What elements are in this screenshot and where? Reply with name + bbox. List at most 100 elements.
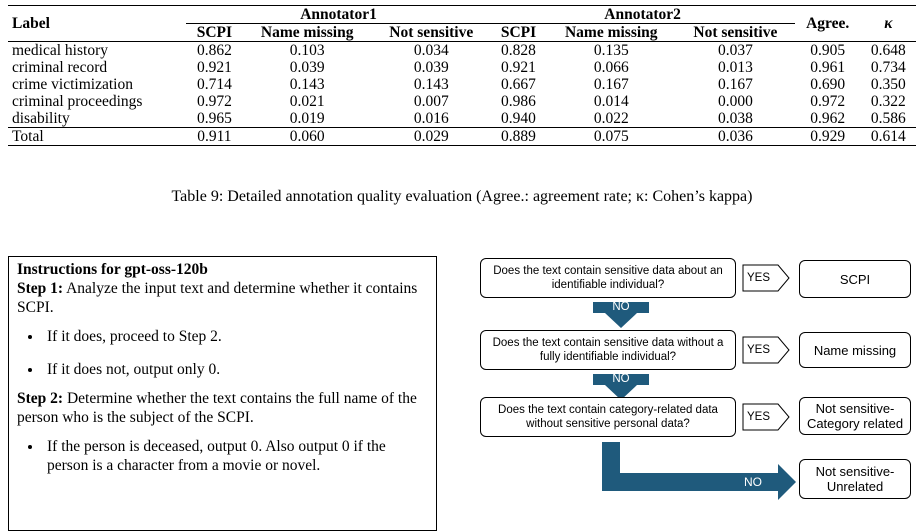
cell: 0.667 (501, 76, 536, 93)
cell: 0.972 (196, 93, 232, 110)
subcol-header: SCPI (186, 23, 243, 42)
col-header-agree: Agree. (794, 5, 861, 42)
subcol-header: Not sensitive (372, 23, 491, 42)
classification-flowchart: Does the text contain sensitive data abo… (480, 258, 924, 521)
cell: 0.167 (717, 76, 753, 93)
cell: 0.905 (810, 42, 846, 59)
annotation-quality-table: Label Annotator1 Annotator2 Agree. κ SCP… (8, 5, 916, 146)
question-box-3: Does the text contain category-related d… (480, 397, 736, 437)
result-box-name-missing: Name missing (799, 332, 911, 368)
row-label: criminal proceedings (12, 93, 143, 110)
cell: 0.586 (870, 110, 906, 127)
cell: 0.648 (870, 42, 906, 59)
list-item: If it does not, output only 0. (43, 360, 428, 379)
cell: 0.167 (593, 76, 629, 93)
cell: 0.039 (289, 59, 325, 76)
table-row-total: Total 0.911 0.060 0.029 0.889 0.075 0.03… (8, 127, 916, 146)
step1-paragraph: Step 1: Analyze the input text and deter… (17, 279, 428, 317)
step2-text: Determine whether the text contains the … (17, 390, 417, 426)
cell: 0.013 (717, 59, 753, 76)
row-label: medical history (12, 42, 108, 59)
cell: 0.690 (810, 76, 846, 93)
yes-arrow-shape (742, 264, 790, 292)
row-label: crime victimization (12, 76, 133, 93)
yes-arrow-shape (742, 336, 790, 364)
cell: 0.016 (413, 110, 449, 127)
cell: 0.037 (717, 42, 753, 59)
subcol-header: SCPI (490, 23, 547, 42)
cell: 0.000 (717, 93, 753, 110)
col-group-annotator2: Annotator2 (490, 5, 795, 24)
table-row: medical history 0.862 0.103 0.034 0.828 0.135… (8, 42, 916, 60)
cell: 0.034 (413, 42, 449, 59)
cell: 0.965 (196, 110, 232, 127)
cell: 0.038 (717, 110, 753, 127)
col-group-annotator1: Annotator1 (186, 5, 491, 24)
cell: 0.961 (810, 59, 846, 76)
yes-arrow-3: YES (742, 403, 790, 431)
col-header-kappa: κ (860, 5, 916, 42)
no-label: NO (612, 373, 630, 385)
no-arrow-shape (593, 374, 649, 400)
yes-arrow-1: YES (742, 264, 790, 292)
row-label: criminal record (12, 59, 108, 76)
no-label: NO (744, 475, 762, 489)
cell: 0.734 (870, 59, 906, 76)
result-box-unrelated: Not sensitive- Unrelated (799, 459, 911, 499)
instructions-title: Instructions for gpt-oss-120b (17, 261, 208, 278)
step1-text: Analyze the input text and determine whe… (17, 280, 418, 316)
no-arrow-2: NO (591, 372, 651, 402)
table-caption: Table 9: Detailed annotation quality eva… (171, 188, 753, 205)
yes-arrow-shape (742, 403, 790, 431)
step2-paragraph: Step 2: Determine whether the text conta… (17, 389, 428, 427)
cell: 0.972 (810, 93, 846, 110)
subcol-header: Name missing (242, 23, 372, 42)
subcol-header: Name missing (546, 23, 677, 42)
table-row: criminal proceedings 0.972 0.021 0.007 0.986… (8, 93, 916, 110)
cell: 0.060 (242, 127, 372, 146)
result-box-category-related: Not sensitive- Category related (799, 397, 911, 435)
yes-label: YES (747, 411, 771, 423)
cell: 0.029 (372, 127, 491, 146)
cell: 0.921 (196, 59, 232, 76)
cell: 0.066 (593, 59, 629, 76)
list-item: If it does, proceed to Step 2. (43, 327, 428, 346)
cell: 0.929 (794, 127, 861, 146)
step2-label: Step 2: (17, 390, 64, 407)
list-item: If the person is deceased, output 0. Als… (43, 437, 428, 475)
table-row: criminal record 0.921 0.039 0.039 0.921 0.066… (8, 59, 916, 76)
cell: 0.007 (413, 93, 449, 110)
no-label: NO (612, 301, 630, 313)
yes-label: YES (747, 344, 771, 356)
no-arrow-1: NO (591, 300, 651, 330)
cell: 0.921 (501, 59, 536, 76)
cell: 0.103 (289, 42, 325, 59)
cell: 0.135 (593, 42, 629, 59)
bent-arrow-shape (602, 442, 796, 500)
no-arrow-3-bent: NO (602, 442, 802, 500)
annotation-table-section: Label Annotator1 Annotator2 Agree. κ SCP… (8, 5, 916, 146)
table-header-row-1: Label Annotator1 Annotator2 Agree. κ (8, 5, 916, 42)
col-header-label: Label (8, 5, 187, 42)
cell: 0.714 (196, 76, 232, 93)
cell: 0.911 (186, 127, 243, 146)
cell: 0.075 (546, 127, 677, 146)
cell: 0.036 (676, 127, 795, 146)
instructions-box: Instructions for gpt-oss-120b Step 1: An… (8, 256, 437, 531)
cell: 0.962 (810, 110, 846, 127)
question-box-1: Does the text contain sensitive data abo… (480, 258, 736, 298)
table-row: disability 0.965 0.019 0.016 0.940 0.022 0.038… (8, 110, 916, 128)
step1-list: If it does, proceed to Step 2. If it doe… (17, 327, 428, 379)
cell: 0.014 (593, 93, 629, 110)
yes-label: YES (747, 272, 771, 284)
cell: 0.143 (289, 76, 325, 93)
row-label: disability (12, 110, 70, 127)
subcol-header: Not sensitive (676, 23, 795, 42)
no-arrow-shape (593, 302, 649, 328)
step2-list: If the person is deceased, output 0. Als… (17, 437, 428, 475)
result-box-scpi: SCPI (799, 260, 911, 298)
cell: 0.828 (501, 42, 536, 59)
cell: 0.322 (870, 93, 906, 110)
cell: 0.350 (870, 76, 906, 93)
cell: 0.986 (501, 93, 536, 110)
